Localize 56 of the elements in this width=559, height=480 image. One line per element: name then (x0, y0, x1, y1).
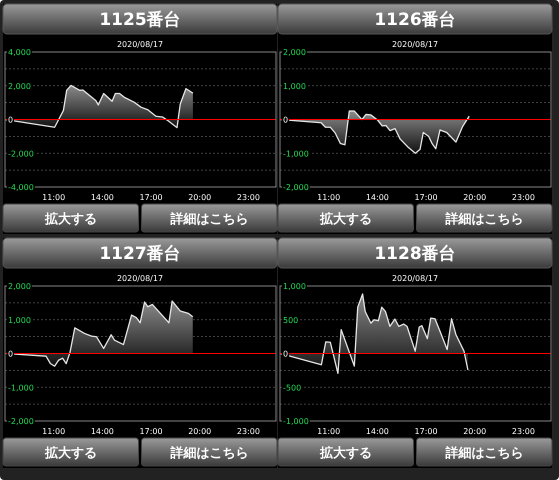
y-tick-label: 2,000 (8, 282, 31, 291)
chart-subtitle: 2020/08/17 (392, 274, 438, 283)
x-tick-label: 20:00 (463, 427, 486, 436)
x-tick-label: 23:00 (236, 193, 260, 202)
text: 拡大する (318, 211, 372, 227)
x-tick-label: 17:00 (140, 193, 163, 202)
y-tick-label: 0 (8, 350, 14, 358)
y-tick-label: -4,000 (8, 183, 34, 192)
x-tick-label: 20:00 (188, 193, 212, 202)
x-tick-label: 11:00 (317, 427, 340, 436)
y-tick-label: 1,000 (283, 82, 306, 91)
y-tick-label: -1,000 (283, 417, 309, 426)
y-tick-label: 0 (283, 116, 288, 124)
x-tick-label: 20:00 (463, 193, 486, 202)
x-tick-label: 23:00 (512, 193, 535, 202)
y-tick-label: 500 (283, 316, 298, 325)
x-tick-label: 11:00 (317, 193, 340, 202)
x-tick-label: 17:00 (414, 193, 438, 202)
x-tick-label: 14:00 (366, 193, 389, 202)
text: 詳細はこちら (444, 211, 524, 227)
y-tick-label: -1,000 (283, 149, 309, 158)
y-tick-label: 0 (8, 116, 14, 124)
y-tick-label: 0 (283, 350, 288, 358)
text: 拡大する (44, 445, 97, 461)
y-tick-label: 2,000 (283, 48, 306, 57)
y-tick-label: 2,000 (8, 82, 31, 91)
y-tick-label: 1,000 (283, 282, 306, 291)
x-tick-label: 17:00 (140, 427, 163, 436)
chart-title: 1126番台 (374, 10, 456, 30)
y-tick-label: -500 (283, 383, 302, 392)
x-tick-label: 11:00 (42, 427, 66, 436)
x-tick-label: 17:00 (414, 427, 438, 436)
y-tick-label: -2,000 (283, 183, 309, 192)
chart-title: 1125番台 (99, 10, 181, 30)
y-tick-label: -2,000 (8, 149, 34, 158)
x-tick-label: 23:00 (236, 427, 260, 436)
x-tick-label: 11:00 (42, 193, 66, 202)
chart-subtitle: 2020/08/17 (116, 40, 164, 49)
text: 詳細はこちら (169, 445, 248, 461)
text: 拡大する (44, 211, 97, 227)
y-tick-label: 1,000 (8, 316, 31, 325)
chart-title: 1128番台 (374, 244, 456, 264)
x-tick-label: 20:00 (188, 427, 212, 436)
chart-subtitle: 2020/08/17 (116, 274, 164, 283)
y-tick-label: -2,000 (8, 417, 34, 426)
x-tick-label: 14:00 (366, 427, 389, 436)
text: 詳細はこちら (169, 211, 248, 227)
chart-subtitle: 2020/08/17 (392, 40, 438, 49)
x-tick-label: 23:00 (512, 427, 535, 436)
y-tick-label: -1,000 (8, 383, 34, 392)
text: 拡大する (318, 445, 372, 461)
chart-title: 1127番台 (99, 244, 181, 264)
x-tick-label: 14:00 (90, 427, 114, 436)
y-tick-label: 4,000 (8, 48, 31, 57)
text: 詳細はこちら (444, 445, 524, 461)
x-tick-label: 14:00 (90, 193, 114, 202)
